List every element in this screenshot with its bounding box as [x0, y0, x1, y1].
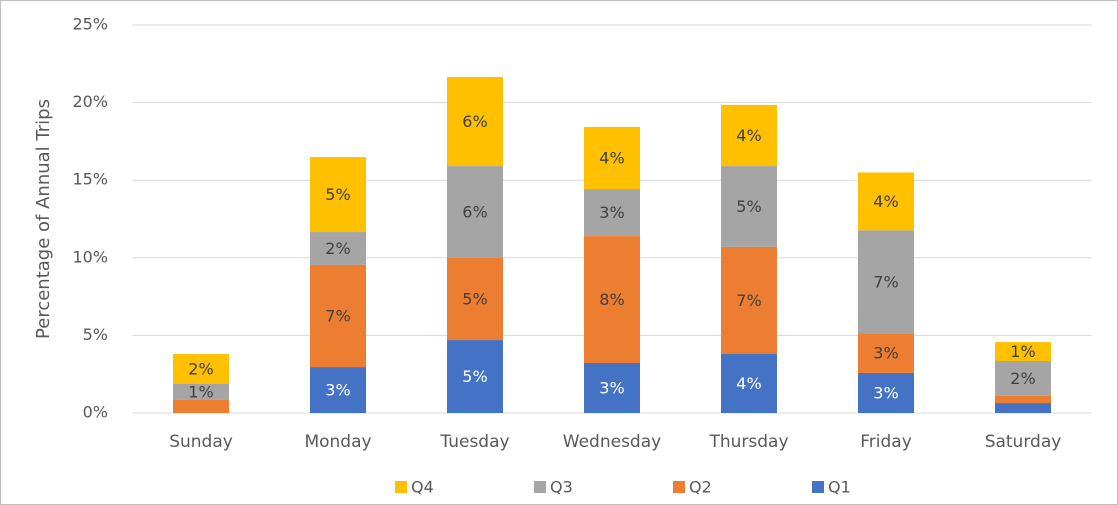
- legend-swatch: [673, 481, 685, 493]
- bar-segment: [584, 126, 640, 190]
- bar-segment: [173, 383, 229, 400]
- data-label: 4%: [736, 374, 761, 393]
- legend-label: Q1: [828, 478, 851, 497]
- data-label: 3%: [599, 203, 624, 222]
- bar-segment: [310, 264, 366, 368]
- x-tick-label: Saturday: [985, 432, 1062, 452]
- bar-segment: [447, 257, 503, 341]
- data-label: 7%: [873, 272, 898, 291]
- bar-segment: [173, 354, 229, 384]
- legend-swatch: [812, 481, 824, 493]
- x-tick-label: Wednesday: [563, 432, 661, 452]
- bar-segment: [995, 395, 1051, 404]
- bar-segment: [721, 166, 777, 247]
- bar-segment: [721, 104, 777, 167]
- data-label: 7%: [736, 291, 761, 310]
- bar-segment: [584, 189, 640, 237]
- bar-segment: [995, 403, 1051, 413]
- legend-label: Q2: [689, 478, 712, 497]
- bar-segment: [310, 157, 366, 233]
- bar-segment: [858, 372, 914, 413]
- y-tick-label: 0%: [83, 403, 108, 422]
- y-tick-label: 5%: [83, 325, 108, 344]
- bar-segment: [995, 361, 1051, 396]
- data-label: 6%: [462, 112, 487, 131]
- bar-segment: [584, 236, 640, 364]
- data-label: 2%: [188, 360, 213, 379]
- bar-segment: [858, 333, 914, 373]
- x-tick-label: Friday: [860, 432, 912, 452]
- bar-segment: [310, 367, 366, 413]
- data-label: 6%: [462, 203, 487, 222]
- data-label: 4%: [873, 192, 898, 211]
- bar-segment: [447, 76, 503, 167]
- y-tick-label: 25%: [72, 15, 108, 34]
- data-label: 7%: [325, 307, 350, 326]
- legend-label: Q3: [550, 478, 573, 497]
- bar-segment: [584, 363, 640, 413]
- data-label: 2%: [1010, 369, 1035, 388]
- legend-swatch: [395, 481, 407, 493]
- x-tick-label: Sunday: [169, 432, 233, 452]
- data-label: 5%: [462, 290, 487, 309]
- bar-segment: [310, 232, 366, 265]
- data-label: 5%: [736, 197, 761, 216]
- data-label: 4%: [599, 149, 624, 168]
- bar-segment: [995, 342, 1051, 362]
- x-tick-label: Tuesday: [439, 432, 509, 452]
- data-label: 1%: [1010, 342, 1035, 361]
- bar-segment: [721, 246, 777, 355]
- legend-swatch: [534, 481, 546, 493]
- bar-segment: [858, 230, 914, 334]
- data-label: 8%: [599, 290, 624, 309]
- data-label: 3%: [599, 379, 624, 398]
- data-label: 4%: [736, 126, 761, 145]
- data-label: 5%: [462, 367, 487, 386]
- data-label: 3%: [325, 381, 350, 400]
- data-label: 5%: [325, 185, 350, 204]
- x-tick-label: Monday: [304, 432, 371, 452]
- bar-segment: [721, 354, 777, 413]
- legend-label: Q4: [411, 478, 434, 497]
- y-tick-label: 15%: [72, 170, 108, 189]
- bar-segment: [858, 172, 914, 231]
- bar-segment: [447, 340, 503, 413]
- data-label: 3%: [873, 383, 898, 402]
- bar-segment: [173, 399, 229, 413]
- y-axis-label: Percentage of Annual Trips: [33, 99, 54, 339]
- y-tick-label: 20%: [72, 92, 108, 111]
- y-tick-label: 10%: [72, 247, 108, 266]
- data-label: 3%: [873, 344, 898, 363]
- bar-segment: [447, 166, 503, 258]
- x-tick-label: Thursday: [708, 432, 788, 452]
- data-label: 1%: [188, 382, 213, 401]
- data-label: 2%: [325, 239, 350, 258]
